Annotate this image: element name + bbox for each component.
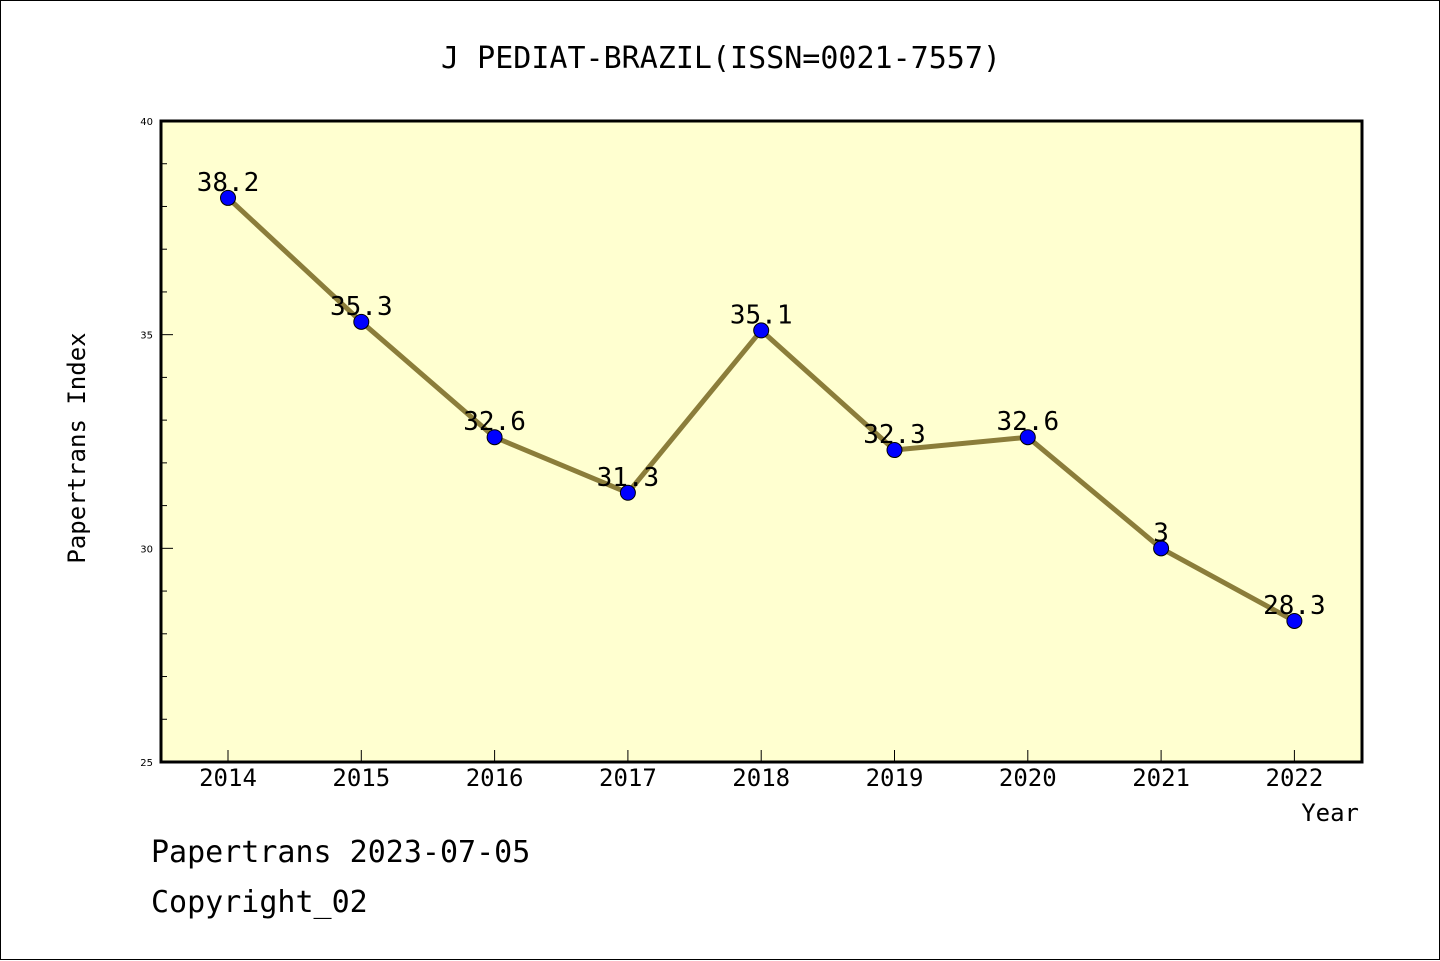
data-point	[1153, 540, 1170, 557]
y-tick-label: 25	[140, 758, 153, 769]
x-tick-label: 2018	[732, 764, 790, 792]
data-point	[1286, 612, 1303, 629]
y-axis-label: Papertrans Index	[63, 332, 91, 563]
data-point	[619, 484, 636, 501]
data-label: 32.6	[463, 407, 526, 437]
y-tick-label: 35	[140, 331, 153, 342]
footer-copyright-text: Copyright_02	[151, 885, 368, 920]
x-tick-label: 2017	[599, 764, 657, 792]
data-label: 35.1	[730, 300, 793, 330]
data-label: 31.3	[597, 463, 660, 493]
data-label: 3	[1153, 518, 1169, 548]
x-tick-label: 2020	[999, 764, 1057, 792]
x-tick-label: 2022	[1266, 764, 1324, 792]
data-point	[886, 442, 903, 459]
data-label: 32.3	[863, 420, 926, 450]
x-tick-label: 2021	[1132, 764, 1190, 792]
footer-date-text: Papertrans 2023-07-05	[151, 835, 531, 870]
x-axis-label: Year	[1301, 799, 1359, 827]
data-point	[220, 189, 236, 206]
plot-area	[161, 121, 1362, 762]
x-tick-label: 2016	[466, 764, 524, 792]
x-tick-label: 2014	[199, 764, 257, 792]
data-label: 32.6	[996, 407, 1059, 437]
data-label: 38.2	[197, 168, 260, 198]
data-label: 28.3	[1263, 591, 1326, 621]
data-point	[353, 313, 370, 330]
series-layer: 38.2 35.3 32.6 31.3 35.1 32.3 32.6 3 28.3	[197, 168, 1326, 629]
x-tick-label: 2015	[332, 764, 390, 792]
plot-border	[159, 119, 1364, 764]
data-label: 35.3	[330, 292, 393, 322]
x-tick-label: 2019	[866, 764, 924, 792]
data-point	[486, 429, 503, 446]
data-point	[1019, 429, 1036, 446]
y-tick-label: 30	[140, 544, 153, 555]
x-axis: 2014 2015 2016 2017 2018 2019 2020 2021 2022	[199, 750, 1323, 792]
chart-title: J PEDIAT-BRAZIL(ISSN=0021-7557)	[441, 41, 1001, 76]
data-point	[753, 322, 770, 339]
y-tick-label: 40	[140, 117, 153, 128]
